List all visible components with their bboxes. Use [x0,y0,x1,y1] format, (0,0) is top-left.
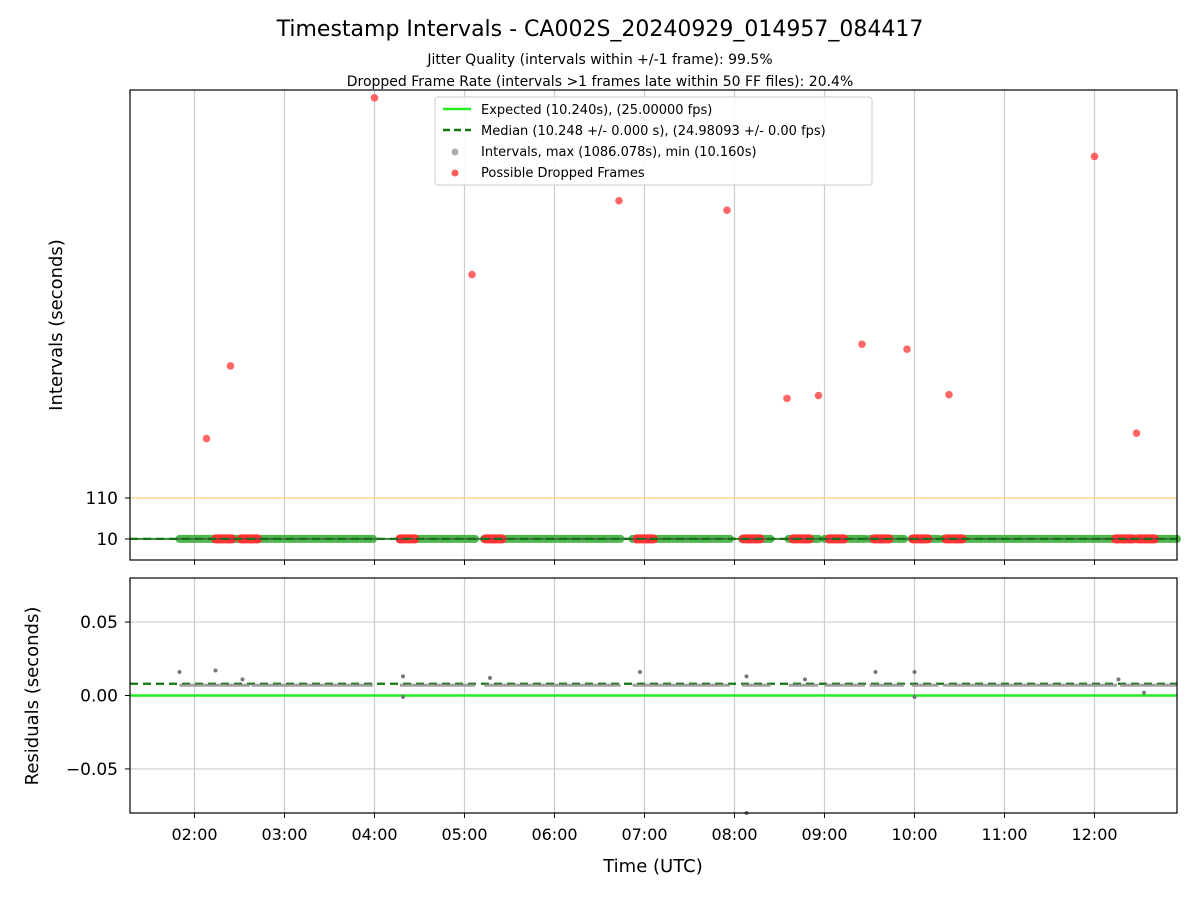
dropped-frame-point [226,362,235,370]
x-tick-label: 04:00 [351,825,397,844]
legend-expected-label: Expected (10.240s), (25.00000 fps) [481,103,712,118]
residuals-panel: 0.050.00−0.05 02:00 03:00 04:00 05:00 06:00 0… [22,577,1178,877]
top-y-tick-label: 110 [86,489,118,509]
x-tick-label: 07:00 [621,825,667,844]
dropped-frame-point [723,206,731,214]
x-axis-label: Time (UTC) [602,856,703,877]
residual-point [912,670,917,674]
chart-subtitle-dropped: Dropped Frame Rate (intervals >1 frames … [347,74,854,90]
dropped-frame-point [814,391,823,400]
top-y-axis-label: Intervals (seconds) [46,239,67,411]
top-x-ticks [194,560,1095,565]
dropped-frame-point [945,390,953,399]
dropped-frame-point [202,434,211,443]
intervals-panel: 10 110 Intervals (seconds) Expected (10.2… [46,89,1181,565]
legend-dropped-marker [451,169,459,177]
x-tick-label: 11:00 [981,825,1027,844]
bottom-y-tick-label: 0.05 [80,613,118,633]
x-tick-label: 08:00 [711,825,757,844]
top-y-ticks: 10 110 [86,489,130,550]
legend-dropped-label: Possible Dropped Frames [481,166,645,181]
dropped-frame-point [903,345,911,353]
chart-title: Timestamp Intervals - CA002S_20240929_01… [276,17,924,42]
residual-point [177,670,182,674]
legend-intervals-marker [451,148,459,156]
legend: Expected (10.240s), (25.00000 fps) Media… [434,96,873,186]
bottom-y-ticks: 0.05 0.00 −0.05 [66,613,130,780]
x-tick-label: 05:00 [441,825,487,844]
top-points [130,94,1181,544]
bottom-y-tick-label: −0.05 [66,760,118,780]
x-tick-label: 03:00 [261,825,307,844]
top-axes-frame [129,89,1178,561]
x-tick-label: 10:00 [891,825,937,844]
residual-point [488,675,492,680]
residual-point [873,670,878,674]
x-tick-label: 02:00 [171,825,217,844]
residual-point [213,668,218,673]
legend-intervals-label: Intervals, max (1086.078s), min (10.160s… [481,145,757,160]
bottom-x-ticks: 02:00 03:00 04:00 05:00 06:00 07:00 08:00 09:00… [171,813,1118,844]
residual-point [401,694,405,699]
x-tick-label: 12:00 [1071,825,1117,844]
residual-point [912,694,917,699]
chart-subtitle-jitter: Jitter Quality (intervals within +/-1 fr… [426,52,772,68]
residual-point [240,677,245,682]
residual-point [1116,677,1121,682]
dropped-frame-point [1132,429,1141,438]
dropped-frame-point [370,94,379,102]
bottom-y-tick-label: 0.00 [80,687,118,707]
top-y-tick-label: 10 [96,530,118,550]
residual-point [638,670,642,674]
dropped-frame-point [468,270,476,279]
bottom-y-axis-label: Residuals (seconds) [22,607,43,786]
dropped-frame-point [615,196,623,205]
dropped-frame-point [858,340,866,349]
residual-point [1142,690,1146,695]
dropped-frame-point [783,394,791,403]
x-tick-label: 09:00 [801,825,847,844]
legend-frame [434,96,873,186]
top-reference-lines [130,497,1177,540]
residual-point [401,674,405,679]
legend-median-label: Median (10.248 +/- 0.000 s), (24.98093 +… [481,124,826,139]
x-tick-label: 06:00 [531,825,577,844]
residual-point [744,674,749,679]
bottom-points [177,668,1177,815]
residual-point [803,677,807,682]
dropped-frame-point [1090,152,1099,161]
